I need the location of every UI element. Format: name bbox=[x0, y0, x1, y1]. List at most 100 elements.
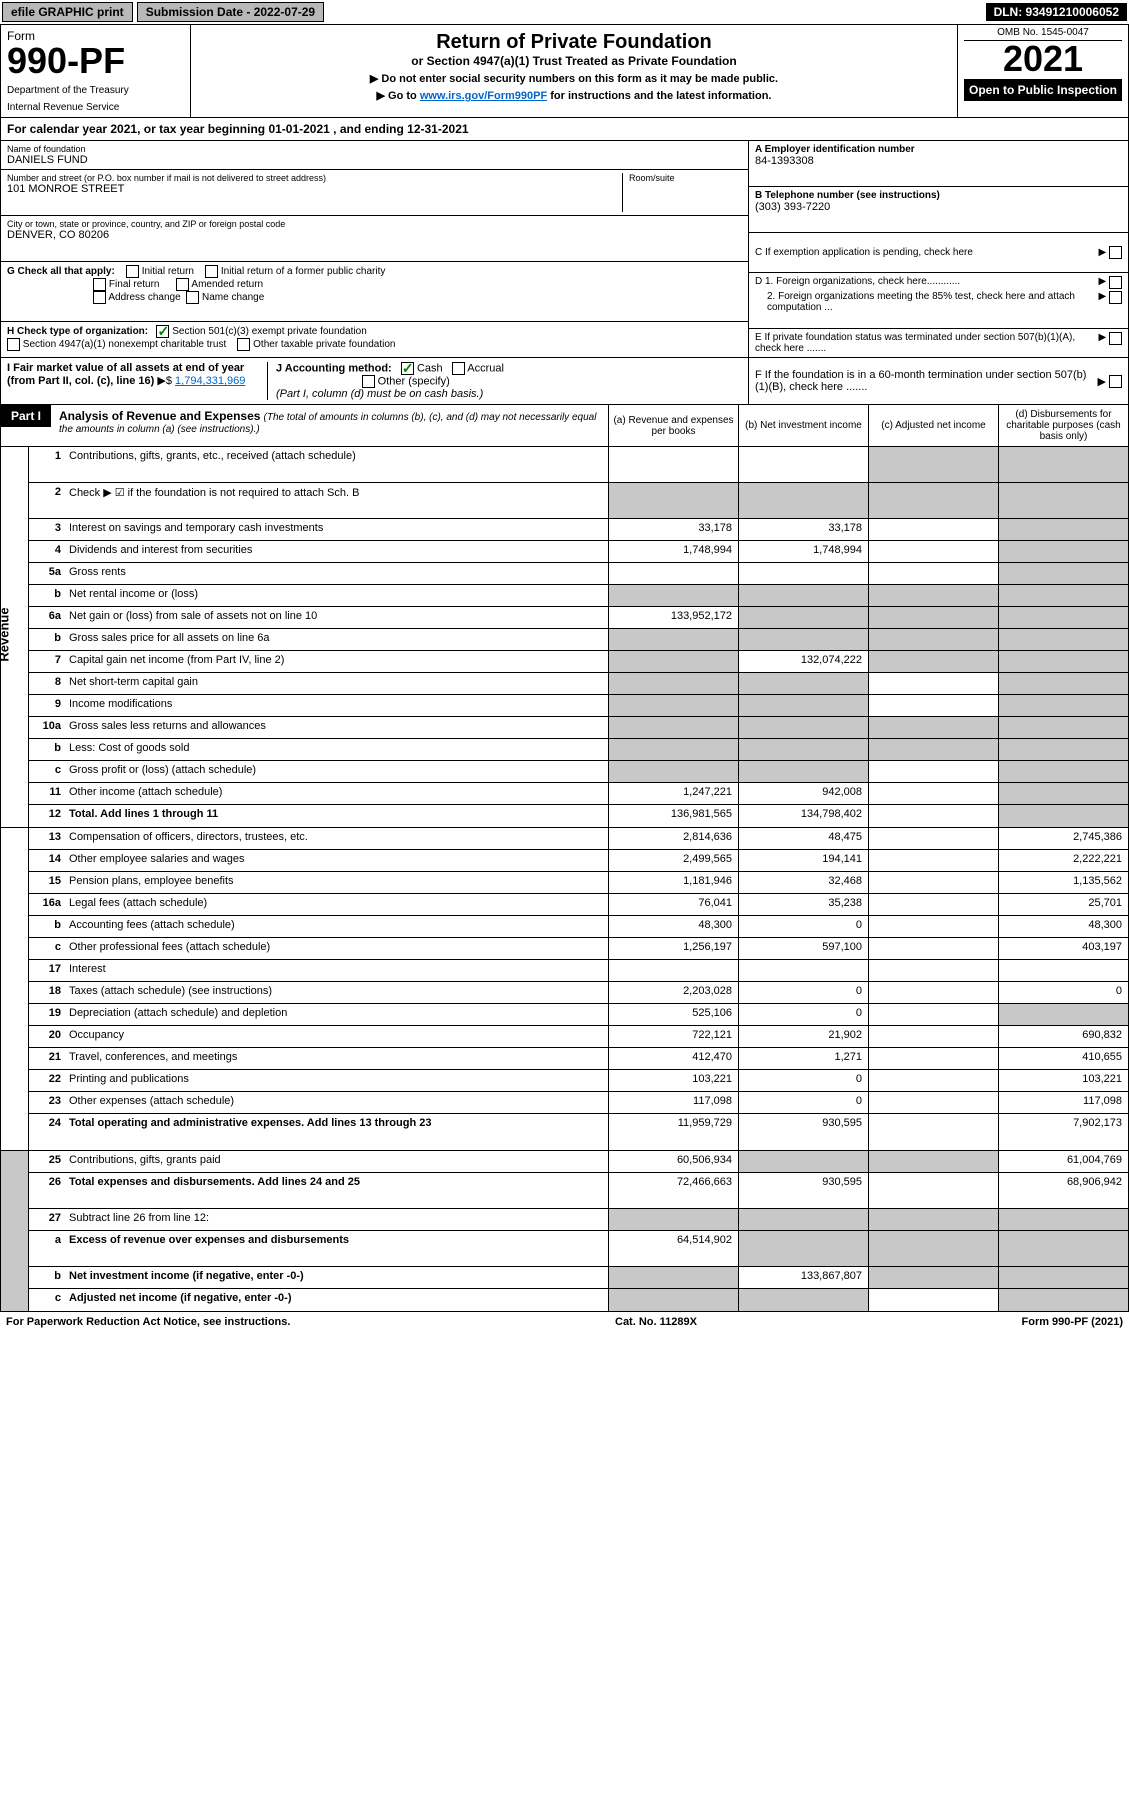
other-taxable-checkbox[interactable] bbox=[237, 338, 250, 351]
f-label: F If the foundation is in a 60-month ter… bbox=[755, 369, 1097, 393]
table-row: 22Printing and publications103,2210103,2… bbox=[29, 1070, 1128, 1092]
efile-button[interactable]: efile GRAPHIC print bbox=[2, 2, 133, 22]
ein-label: A Employer identification number bbox=[755, 144, 1122, 155]
cell-c bbox=[868, 850, 998, 871]
e-checkbox[interactable] bbox=[1109, 332, 1122, 345]
table-row: cGross profit or (loss) (attach schedule… bbox=[29, 761, 1128, 783]
cell-d bbox=[998, 805, 1128, 827]
arrow-icon: ▶ bbox=[157, 375, 165, 387]
name-change-checkbox[interactable] bbox=[186, 291, 199, 304]
summary-body: 25Contributions, gifts, grants paid60,50… bbox=[29, 1151, 1128, 1311]
row-number: 12 bbox=[29, 805, 65, 827]
row-description: Compensation of officers, directors, tru… bbox=[65, 828, 608, 849]
summary-table: 25Contributions, gifts, grants paid60,50… bbox=[0, 1151, 1129, 1312]
col-a-head: (a) Revenue and expenses per books bbox=[608, 405, 738, 446]
note-link: ▶ Go to www.irs.gov/Form990PF for instru… bbox=[197, 89, 951, 102]
street-label: Number and street (or P.O. box number if… bbox=[7, 173, 622, 183]
exemption-checkbox[interactable] bbox=[1109, 246, 1122, 259]
row-number: b bbox=[29, 585, 65, 606]
g-label: G Check all that apply: bbox=[7, 266, 115, 277]
initial-return-checkbox[interactable] bbox=[126, 265, 139, 278]
d2-checkbox[interactable] bbox=[1109, 291, 1122, 304]
info-right: A Employer identification number 84-1393… bbox=[748, 141, 1128, 357]
note2-pre: ▶ Go to bbox=[377, 90, 420, 102]
cell-d: 2,222,221 bbox=[998, 850, 1128, 871]
cell-a: 33,178 bbox=[608, 519, 738, 540]
cell-a: 1,748,994 bbox=[608, 541, 738, 562]
j-cash: Cash bbox=[417, 362, 443, 374]
city-cell: City or town, state or province, country… bbox=[1, 216, 748, 262]
expenses-side-label: Operating and Administrative Expenses bbox=[1, 828, 29, 1150]
row-number: 20 bbox=[29, 1026, 65, 1047]
cell-d: 117,098 bbox=[998, 1092, 1128, 1113]
cell-b bbox=[738, 960, 868, 981]
cell-d: 2,745,386 bbox=[998, 828, 1128, 849]
cell-c bbox=[868, 1048, 998, 1069]
cell-b bbox=[738, 585, 868, 606]
final-return-checkbox[interactable] bbox=[93, 278, 106, 291]
submission-date-button[interactable]: Submission Date - 2022-07-29 bbox=[137, 2, 324, 22]
g-final: Final return bbox=[109, 279, 160, 290]
cell-b: 930,595 bbox=[738, 1114, 868, 1150]
footer-right: Form 990-PF (2021) bbox=[1022, 1316, 1123, 1328]
part1-badge: Part I bbox=[1, 405, 51, 427]
row-description: Printing and publications bbox=[65, 1070, 608, 1091]
revenue-side-label: Revenue bbox=[1, 447, 29, 827]
cell-c bbox=[868, 519, 998, 540]
cell-d: 1,135,562 bbox=[998, 872, 1128, 893]
501c3-checkbox[interactable] bbox=[156, 325, 169, 338]
row-description: Depreciation (attach schedule) and deple… bbox=[65, 1004, 608, 1025]
table-row: 11Other income (attach schedule)1,247,22… bbox=[29, 783, 1128, 805]
row-number: 3 bbox=[29, 519, 65, 540]
row-number: 10a bbox=[29, 717, 65, 738]
initial-former-checkbox[interactable] bbox=[205, 265, 218, 278]
row-description: Net investment income (if negative, ente… bbox=[65, 1267, 608, 1288]
other-method-checkbox[interactable] bbox=[362, 375, 375, 388]
f-checkbox[interactable] bbox=[1109, 375, 1122, 388]
cell-a bbox=[608, 651, 738, 672]
ein-value: 84-1393308 bbox=[755, 155, 1122, 167]
cell-d bbox=[998, 960, 1128, 981]
expenses-table: Operating and Administrative Expenses 13… bbox=[0, 828, 1129, 1151]
cell-a bbox=[608, 1209, 738, 1230]
cell-a: 76,041 bbox=[608, 894, 738, 915]
cell-b: 597,100 bbox=[738, 938, 868, 959]
cash-checkbox[interactable] bbox=[401, 362, 414, 375]
row-description: Check ▶ ☑ if the foundation is not requi… bbox=[65, 483, 608, 518]
amended-return-checkbox[interactable] bbox=[176, 278, 189, 291]
table-row: 8Net short-term capital gain bbox=[29, 673, 1128, 695]
address-change-checkbox[interactable] bbox=[93, 291, 106, 304]
table-row: 18Taxes (attach schedule) (see instructi… bbox=[29, 982, 1128, 1004]
d1-checkbox[interactable] bbox=[1109, 276, 1122, 289]
row-description: Contributions, gifts, grants, etc., rece… bbox=[65, 447, 608, 482]
form990pf-link[interactable]: www.irs.gov/Form990PF bbox=[420, 90, 547, 102]
row-description: Total operating and administrative expen… bbox=[65, 1114, 608, 1150]
fmv-value[interactable]: 1,794,331,969 bbox=[175, 375, 245, 387]
4947-checkbox[interactable] bbox=[7, 338, 20, 351]
cell-a bbox=[608, 447, 738, 482]
cell-b bbox=[738, 607, 868, 628]
cell-d: 7,902,173 bbox=[998, 1114, 1128, 1150]
cell-b bbox=[738, 1231, 868, 1266]
row-number: 16a bbox=[29, 894, 65, 915]
topbar: efile GRAPHIC print Submission Date - 20… bbox=[0, 0, 1129, 24]
cell-a: 72,466,663 bbox=[608, 1173, 738, 1208]
cell-d: 0 bbox=[998, 982, 1128, 1003]
note-ssn: ▶ Do not enter social security numbers o… bbox=[197, 72, 951, 85]
table-row: 10aGross sales less returns and allowanc… bbox=[29, 717, 1128, 739]
cell-c bbox=[868, 894, 998, 915]
row-description: Contributions, gifts, grants paid bbox=[65, 1151, 608, 1172]
accrual-checkbox[interactable] bbox=[452, 362, 465, 375]
row-description: Other income (attach schedule) bbox=[65, 783, 608, 804]
row-description: Pension plans, employee benefits bbox=[65, 872, 608, 893]
form-title: Return of Private Foundation bbox=[197, 31, 951, 54]
cell-c bbox=[868, 483, 998, 518]
row-description: Total. Add lines 1 through 11 bbox=[65, 805, 608, 827]
col-d-head: (d) Disbursements for charitable purpose… bbox=[998, 405, 1128, 446]
cell-a: 412,470 bbox=[608, 1048, 738, 1069]
row-description: Taxes (attach schedule) (see instruction… bbox=[65, 982, 608, 1003]
tax-year: 2021 bbox=[964, 41, 1122, 77]
cell-b bbox=[738, 563, 868, 584]
cell-b: 0 bbox=[738, 916, 868, 937]
row-description: Interest on savings and temporary cash i… bbox=[65, 519, 608, 540]
